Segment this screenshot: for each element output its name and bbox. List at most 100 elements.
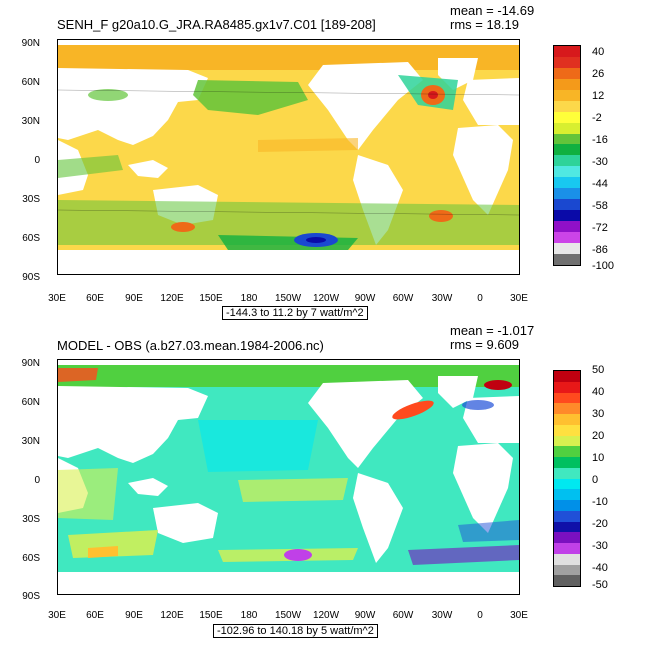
colorbar-swatch: [554, 553, 580, 565]
colorbar-swatch: [554, 155, 580, 167]
colorbar-swatch: [554, 543, 580, 554]
colorbar-swatch: [554, 457, 580, 468]
colorbar-swatch: [554, 78, 580, 90]
lon-label-120e: 120E: [160, 293, 184, 304]
panel-1-map: [57, 39, 520, 275]
lat-label-30s: 30S: [22, 194, 40, 205]
colorbar-swatch: [554, 414, 580, 425]
lon-label-30e-end: 30E: [510, 293, 528, 304]
lon-label-30e-end: 30E: [510, 610, 528, 621]
lat-label-30n: 30N: [21, 436, 40, 447]
cbar1-label: -2: [592, 112, 602, 124]
colorbar-swatch: [554, 166, 580, 178]
colorbar-swatch: [554, 489, 580, 500]
panel-1-mean: mean = -14.69: [450, 3, 535, 18]
panel-model-minus-obs: MODEL - OBS (a.b27.03.mean.1984-2006.nc)…: [0, 323, 647, 647]
colorbar-swatch: [554, 381, 580, 393]
colorbar-swatch: [554, 56, 580, 68]
lat-label-30n: 30N: [21, 116, 40, 127]
colorbar-swatch: [554, 478, 580, 490]
lon-label-0: 0: [477, 293, 483, 304]
cbar2-label: -20: [592, 518, 608, 530]
lat-label-90s: 90S: [22, 272, 40, 283]
lon-label-60w: 60W: [392, 293, 414, 304]
colorbar-swatch: [554, 188, 580, 200]
cbar2-label: -40: [592, 562, 608, 574]
colorbar-swatch: [554, 210, 580, 221]
colorbar-swatch: [554, 231, 580, 243]
cbar2-label: 10: [592, 452, 605, 464]
colorbar-swatch: [554, 371, 580, 382]
colorbar-swatch: [554, 435, 580, 447]
colorbar-swatch: [554, 575, 580, 586]
lat-label-90n: 90N: [21, 358, 40, 369]
lon-label-150e: 150E: [199, 293, 223, 304]
lon-label-120w: 120W: [312, 610, 340, 621]
lon-label-150w: 150W: [274, 293, 302, 304]
lat-label-60n: 60N: [21, 397, 40, 408]
colorbar-swatch: [554, 46, 580, 57]
lat-label-60s: 60S: [22, 233, 40, 244]
lon-label-30w: 30W: [431, 293, 453, 304]
panel-1-colorbar: [553, 45, 581, 266]
cbar1-label: -30: [592, 156, 608, 168]
panel-2-colorbar: [553, 370, 581, 587]
lon-label-30e: 30E: [48, 293, 66, 304]
lon-label-90e: 90E: [125, 610, 143, 621]
panel-2-title: MODEL - OBS (a.b27.03.mean.1984-2006.nc): [57, 338, 324, 353]
cbar1-label: 26: [592, 68, 605, 80]
lon-label-120e: 120E: [160, 610, 184, 621]
cbar2-label: 20: [592, 430, 605, 442]
colorbar-swatch: [554, 500, 580, 511]
lon-label-150e: 150E: [199, 610, 223, 621]
cbar1-label: -86: [592, 244, 608, 256]
colorbar-swatch: [554, 392, 580, 404]
lon-label-90w: 90W: [354, 293, 376, 304]
lon-label-180: 180: [240, 610, 258, 621]
panel-1-map-svg: [58, 40, 519, 274]
panel-2-mean: mean = -1.017: [450, 323, 535, 338]
colorbar-swatch: [554, 67, 580, 79]
cbar1-label: -100: [592, 260, 615, 272]
cbar2-label: 0: [592, 474, 599, 486]
colorbar-swatch: [554, 253, 580, 265]
colorbar-swatch: [554, 111, 580, 123]
lon-label-0: 0: [477, 610, 483, 621]
cbar2-label: 30: [592, 408, 605, 420]
lon-label-30e: 30E: [48, 610, 66, 621]
lon-label-120w: 120W: [312, 293, 340, 304]
cbar2-label: -50: [592, 579, 608, 591]
panel-2-contour-caption: -102.96 to 140.18 by 5 watt/m^2: [213, 624, 378, 638]
colorbar-swatch: [554, 144, 580, 156]
panel-2-map-svg: [58, 360, 519, 594]
colorbar-swatch: [554, 89, 580, 101]
cbar1-label: -72: [592, 222, 608, 234]
lat-label-0: 0: [34, 475, 40, 486]
panel-1-rms: rms = 18.19: [450, 17, 520, 32]
cbar1-label: -44: [592, 178, 608, 190]
cbar1-label: -58: [592, 200, 608, 212]
lon-label-60w: 60W: [392, 610, 414, 621]
cbar2-label: -10: [592, 496, 608, 508]
lon-label-30w: 30W: [431, 610, 453, 621]
lat-label-0: 0: [34, 155, 40, 166]
colorbar-swatch: [554, 510, 580, 522]
colorbar-swatch: [554, 521, 580, 533]
lat-label-90n: 90N: [21, 38, 40, 49]
panel-2-map: [57, 359, 520, 595]
colorbar-swatch: [554, 133, 580, 145]
cbar1-label: 40: [592, 46, 605, 58]
cbar1-label: -16: [592, 134, 608, 146]
panel-2-rms: rms = 9.609: [450, 337, 520, 352]
lon-label-90w: 90W: [354, 610, 376, 621]
cbar2-label: 50: [592, 364, 605, 376]
colorbar-swatch: [554, 242, 580, 254]
cbar1-label: 12: [592, 90, 605, 102]
lon-label-150w: 150W: [274, 610, 302, 621]
lon-label-90e: 90E: [125, 293, 143, 304]
colorbar-swatch: [554, 467, 580, 479]
colorbar-swatch: [554, 446, 580, 457]
colorbar-swatch: [554, 532, 580, 543]
colorbar-swatch: [554, 221, 580, 232]
colorbar-swatch: [554, 199, 580, 211]
